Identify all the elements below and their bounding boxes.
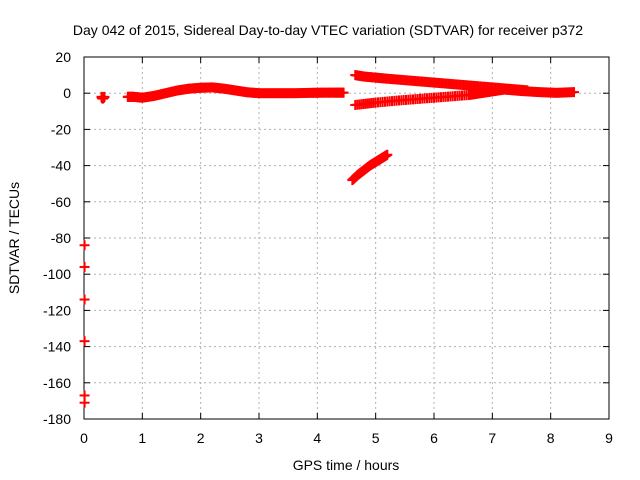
y-tick-label: 20 [55, 49, 71, 65]
y-tick-label: -20 [51, 121, 71, 137]
y-tick-label: -140 [43, 339, 71, 355]
y-tick-label: -40 [51, 158, 71, 174]
y-tick-label: -180 [43, 411, 71, 427]
data-point [79, 397, 90, 408]
data-point [79, 240, 90, 251]
y-axis-label: SDTVAR / TECUs [6, 182, 22, 294]
x-tick-label: 6 [430, 430, 438, 446]
data-point [338, 87, 349, 98]
data-point [79, 261, 90, 272]
data-point [79, 336, 90, 347]
x-tick-label: 9 [605, 430, 613, 446]
data-point [382, 149, 393, 160]
data-point [99, 91, 110, 102]
y-tick-label: -120 [43, 302, 71, 318]
grid-layer [84, 57, 609, 419]
y-tick-label: 0 [63, 85, 71, 101]
y-tick-label: -100 [43, 266, 71, 282]
x-tick-label: 5 [372, 430, 380, 446]
tick-layer: 0 1 2 3 4 5 6 7 8 9 20 0 -20 -40 -60 -80 -100 -120 -140 -16… [43, 49, 613, 446]
x-tick-label: 1 [138, 430, 146, 446]
data-layer [79, 70, 579, 408]
y-tick-label: -80 [51, 230, 71, 246]
y-tick-label: -160 [43, 375, 71, 391]
x-tick-label: 8 [547, 430, 555, 446]
x-tick-label: 0 [80, 430, 88, 446]
x-tick-label: 3 [255, 430, 263, 446]
y-tick-label: -60 [51, 194, 71, 210]
x-tick-label: 7 [488, 430, 496, 446]
x-tick-label: 2 [197, 430, 205, 446]
data-point [79, 294, 90, 305]
x-axis-label: GPS time / hours [293, 457, 400, 473]
x-tick-label: 4 [313, 430, 321, 446]
chart-title: Day 042 of 2015, Sidereal Day-to-day VTE… [73, 22, 583, 38]
data-point [569, 87, 579, 98]
